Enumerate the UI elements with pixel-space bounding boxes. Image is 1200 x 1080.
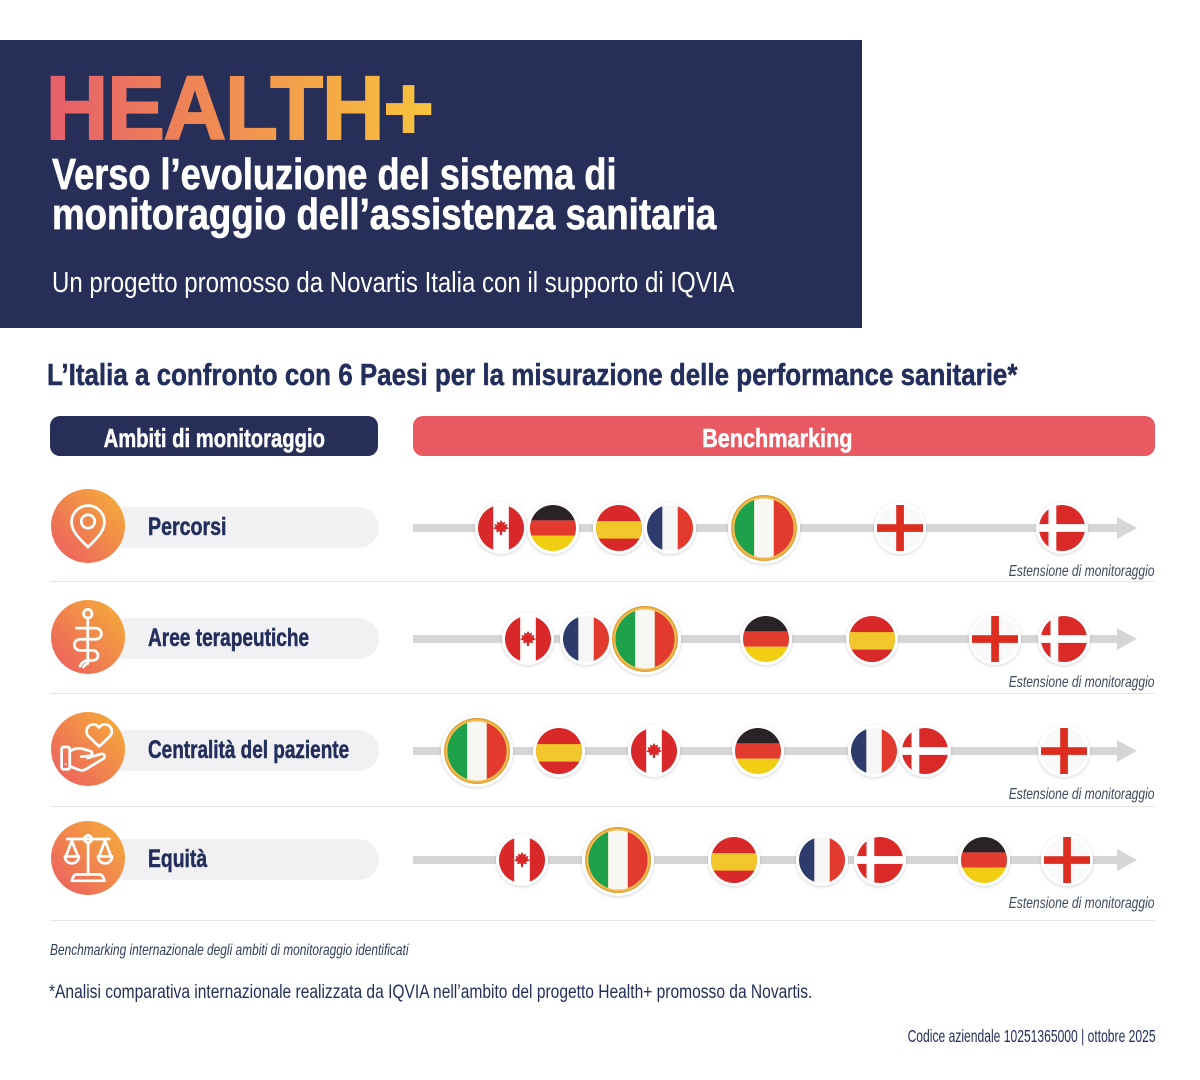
svg-text:HEALTH+: HEALTH+ <box>46 60 433 158</box>
